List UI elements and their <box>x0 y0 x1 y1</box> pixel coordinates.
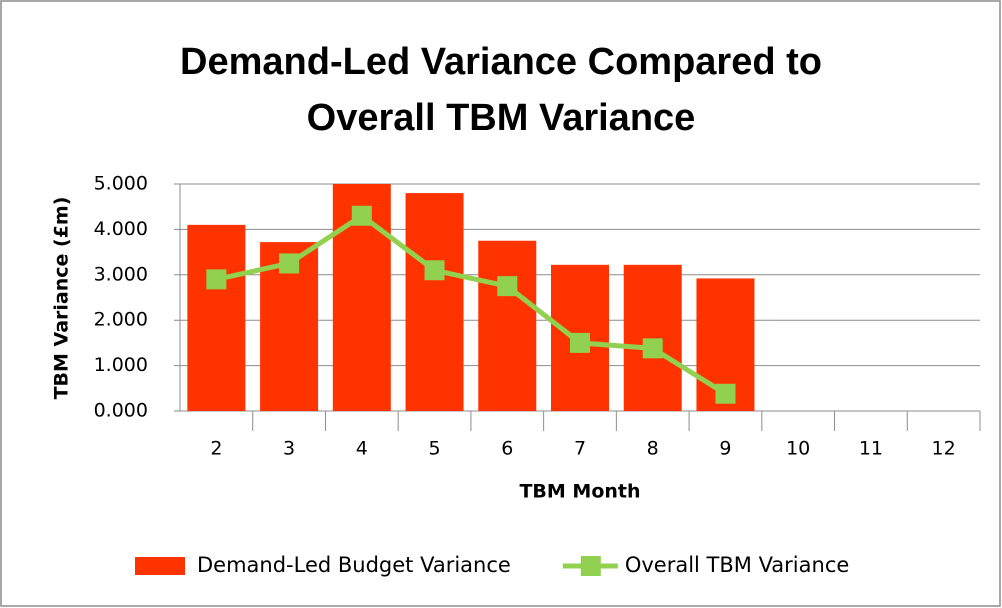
x-tick-label: 4 <box>356 438 368 460</box>
y-tick-label: 2.000 <box>94 309 148 331</box>
line-marker <box>424 260 445 281</box>
y-tick-label: 1.000 <box>94 354 148 376</box>
bar <box>478 240 537 411</box>
legend-swatch <box>135 557 185 575</box>
bar <box>623 264 682 411</box>
bar <box>405 193 464 411</box>
legend-swatch <box>580 556 601 576</box>
x-tick-label: 3 <box>283 438 295 460</box>
line-marker <box>715 383 736 404</box>
line <box>215 212 727 396</box>
bar <box>187 224 246 411</box>
line-marker <box>206 269 227 290</box>
line-marker <box>351 205 372 226</box>
x-tick-label: 12 <box>932 438 956 460</box>
x-tick-label: 11 <box>859 438 883 460</box>
y-tick-label: 0.000 <box>94 400 148 422</box>
legend-label: Overall TBM Variance <box>625 553 849 577</box>
y-tick-label: 3.000 <box>94 263 148 285</box>
y-axis-label: TBM Variance (£m) <box>51 197 73 400</box>
title-box: Demand-Led Variance Compared to Overall … <box>0 34 1002 146</box>
x-tick-label: 6 <box>501 438 513 460</box>
x-tick-label: 9 <box>719 438 731 460</box>
x-tick-label: 5 <box>428 438 440 460</box>
y-tick-label: 5.000 <box>94 173 148 195</box>
line-marker <box>642 338 663 359</box>
line-marker <box>279 253 300 274</box>
line-marker <box>570 332 590 353</box>
chart-title: Demand-Led Variance Compared to Overall … <box>180 41 822 139</box>
x-tick-label: 10 <box>786 438 810 460</box>
x-axis-label: TBM Month <box>519 481 640 503</box>
y-tick-label: 4.000 <box>94 218 148 240</box>
x-tick-label: 8 <box>647 438 659 460</box>
x-tick-label: 7 <box>574 438 586 460</box>
x-tick-label: 2 <box>210 438 222 460</box>
line-marker <box>497 276 518 297</box>
legend-label: Demand-Led Budget Variance <box>197 553 511 577</box>
